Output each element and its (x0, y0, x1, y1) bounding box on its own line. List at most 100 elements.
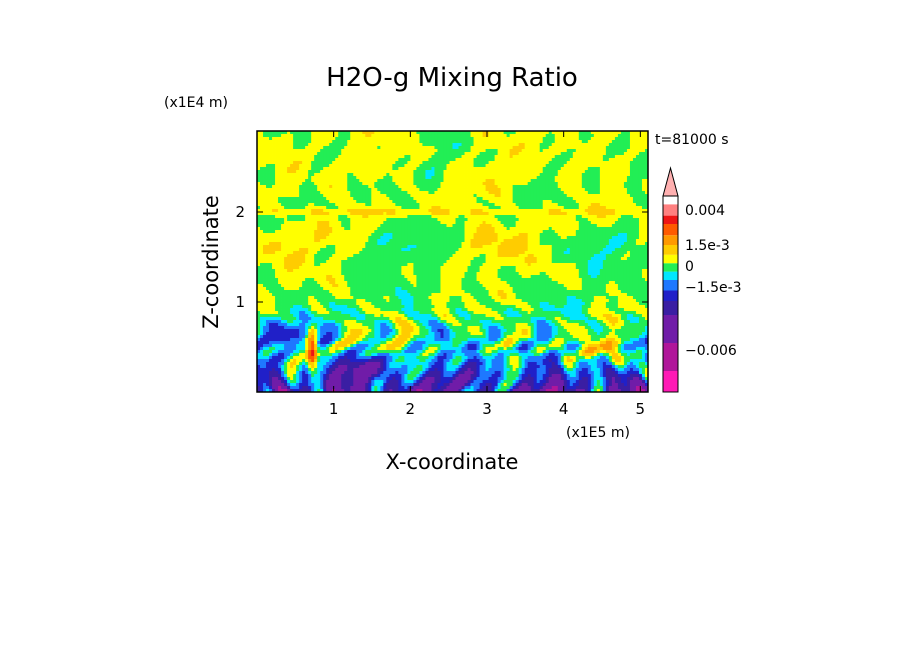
field-cell (614, 239, 619, 243)
field-cell (431, 203, 435, 207)
field-cell (407, 176, 411, 180)
field-cell (644, 200, 648, 204)
field-cell (476, 158, 480, 162)
field-cell (617, 173, 622, 177)
field-cell (542, 131, 547, 135)
field-cell (317, 182, 321, 186)
field-cell (365, 206, 369, 210)
field-cell (620, 182, 625, 186)
field-cell (461, 224, 465, 228)
field-cell (509, 197, 514, 201)
field-cell (638, 212, 643, 216)
field-cell (428, 206, 432, 210)
field-cell (380, 233, 384, 237)
field-cell (533, 227, 538, 231)
field-cell (524, 161, 529, 165)
field-cell (455, 236, 459, 240)
field-cell (527, 215, 532, 219)
field-cell (539, 197, 544, 201)
field-cell (635, 224, 640, 228)
field-cell (329, 182, 333, 186)
field-cell (575, 158, 580, 162)
field-cell (434, 161, 438, 165)
field-cell (488, 242, 492, 246)
field-cell (428, 131, 432, 135)
field-cell (491, 230, 496, 234)
field-cell (425, 167, 429, 171)
field-cell (398, 245, 402, 249)
field-cell (506, 242, 511, 246)
field-cell (341, 206, 345, 210)
field-cell (440, 179, 444, 183)
field-cell (590, 143, 595, 147)
field-cell (530, 158, 535, 162)
field-cell (470, 167, 474, 171)
field-cell (497, 212, 502, 216)
field-cell (323, 155, 327, 159)
field-cell (284, 218, 288, 222)
field-cell (527, 158, 532, 162)
field-cell (275, 191, 279, 195)
field-cell (617, 212, 622, 216)
field-cell (308, 152, 312, 156)
field-cell (308, 182, 312, 186)
field-cell (557, 227, 562, 231)
field-cell (578, 173, 583, 177)
field-cell (596, 158, 601, 162)
field-cell (641, 158, 646, 162)
field-cell (302, 215, 306, 219)
field-cell (476, 233, 480, 237)
field-cell (539, 134, 544, 138)
field-cell (593, 167, 598, 171)
field-cell (482, 176, 486, 180)
field-cell (572, 137, 577, 141)
field-cell (587, 215, 592, 219)
field-cell (389, 206, 393, 210)
field-cell (494, 218, 499, 222)
field-cell (257, 194, 261, 198)
field-cell (440, 176, 444, 180)
field-cell (326, 146, 330, 150)
field-cell (476, 164, 480, 168)
field-cell (509, 221, 514, 225)
field-cell (509, 143, 514, 147)
field-cell (317, 233, 321, 237)
field-cell (371, 191, 375, 195)
field-cell (422, 161, 426, 165)
field-cell (275, 158, 279, 162)
field-cell (425, 176, 429, 180)
field-cell (362, 215, 366, 219)
field-cell (569, 161, 574, 165)
field-cell (536, 188, 541, 192)
field-cell (332, 146, 336, 150)
field-cell (413, 158, 417, 162)
field-cell (416, 170, 420, 174)
field-cell (416, 206, 420, 210)
field-cell (455, 215, 459, 219)
field-cell (620, 170, 625, 174)
field-cell (383, 206, 387, 210)
field-cell (557, 239, 562, 243)
field-cell (275, 230, 279, 234)
field-cell (365, 200, 369, 204)
field-cell (269, 218, 273, 222)
field-cell (626, 197, 631, 201)
field-cell (272, 194, 276, 198)
field-cell (503, 170, 508, 174)
field-cell (308, 242, 312, 246)
field-cell (497, 143, 502, 147)
field-cell (296, 176, 300, 180)
field-cell (635, 131, 640, 135)
field-cell (272, 236, 276, 240)
field-cell (392, 242, 396, 246)
field-cell (413, 152, 417, 156)
field-cell (311, 146, 315, 150)
field-cell (488, 164, 492, 168)
field-cell (494, 179, 499, 183)
field-cell (572, 230, 577, 234)
field-cell (335, 137, 339, 141)
field-cell (377, 203, 381, 207)
field-cell (353, 170, 357, 174)
field-cell (341, 221, 345, 225)
field-cell (398, 146, 402, 150)
